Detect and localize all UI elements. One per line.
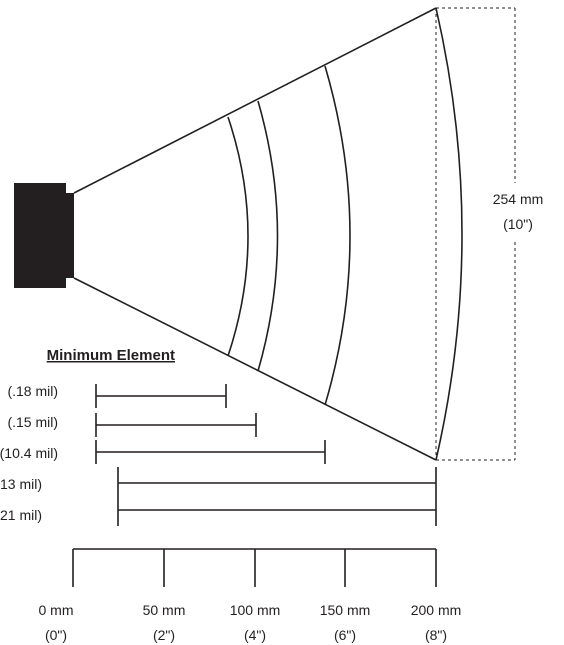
- distance-scale-mm-label: 0 mm: [39, 602, 74, 618]
- range-bar: [95, 440, 326, 464]
- distance-scale-mm-label: 200 mm: [411, 602, 462, 618]
- scanner-window: [64, 193, 74, 278]
- range-bar: [117, 467, 437, 497]
- dof-arc-2: [257, 100, 279, 372]
- range-bar: [95, 384, 227, 408]
- range-bar: [95, 413, 257, 437]
- distance-scale-mm-label: 50 mm: [143, 602, 186, 618]
- height-imperial-label: (10"): [503, 216, 533, 232]
- distance-scale-mm-label: 100 mm: [230, 602, 281, 618]
- range-bar: [117, 497, 437, 526]
- fov-lower-line: [73, 277, 437, 461]
- dof-arc-3: [324, 65, 351, 406]
- height-metric-label: 254 mm: [493, 191, 544, 207]
- element-width-label: (.15 mil): [7, 414, 58, 430]
- element-width-label: (.18 mil): [7, 383, 58, 399]
- scanner-icon: [14, 183, 74, 288]
- dof-arc-1: [227, 116, 249, 357]
- fov-upper-line: [73, 7, 437, 194]
- dof-arc-4: [435, 7, 463, 461]
- distance-scale-inch-label: (2"): [153, 627, 175, 643]
- element-width-label: (10.4 mil): [0, 445, 58, 461]
- distance-scale-inch-label: (6"): [334, 627, 356, 643]
- distance-scale-inch-label: (0"): [45, 627, 67, 643]
- distance-scale-inch-label: (8"): [425, 627, 447, 643]
- element-width-label: (13 mil): [0, 476, 42, 492]
- distance-scale-inch-label: (4"): [244, 627, 266, 643]
- scanner-body: [14, 183, 66, 288]
- minimum-element-heading: Minimum Element: [47, 347, 175, 364]
- distance-scale-mm-label: 150 mm: [320, 602, 371, 618]
- element-width-label: (21 mil): [0, 507, 42, 523]
